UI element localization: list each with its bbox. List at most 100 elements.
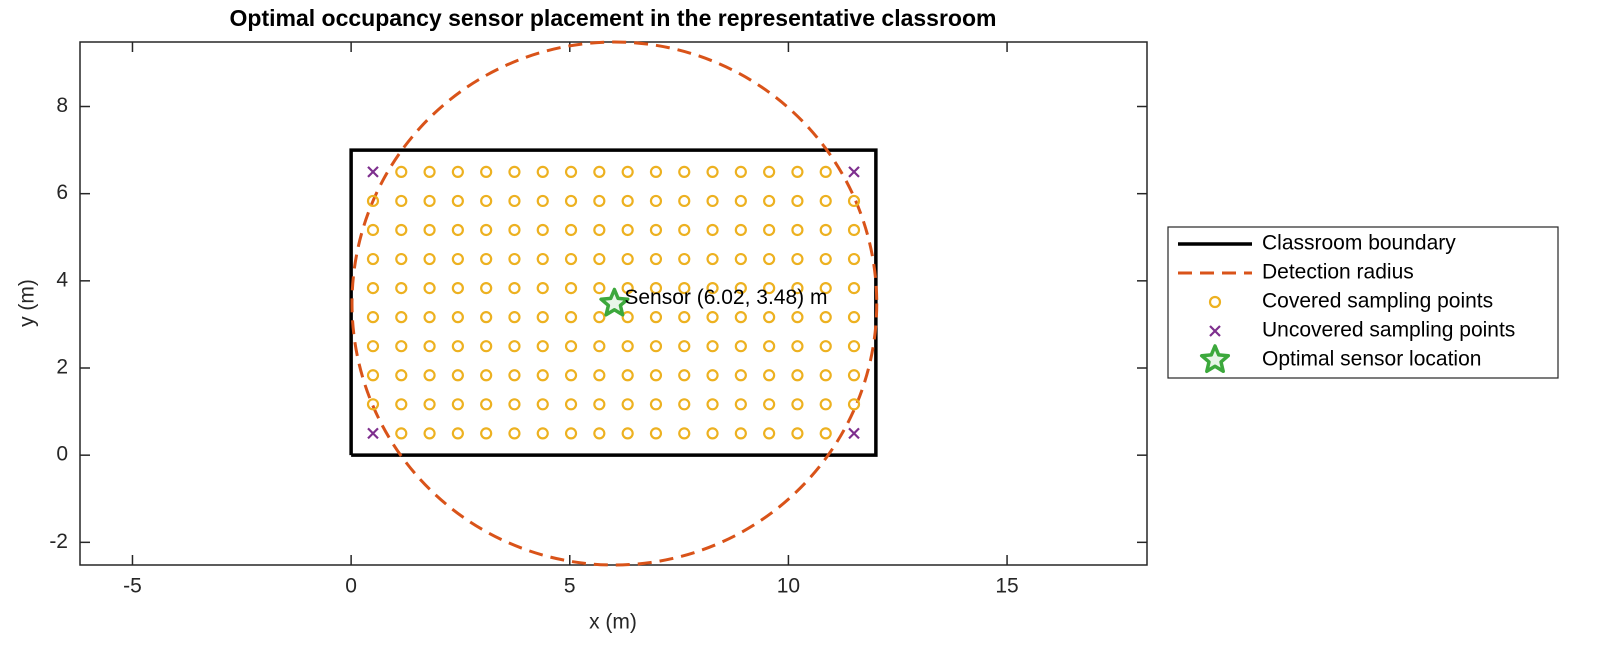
data-point <box>508 427 521 440</box>
legend-label: Detection radius <box>1262 261 1414 284</box>
data-point <box>848 166 860 178</box>
data-point <box>847 223 861 237</box>
data-point <box>599 287 630 317</box>
data-point <box>791 194 804 208</box>
data-point <box>763 398 776 411</box>
data-point <box>621 165 634 178</box>
data-point <box>593 252 606 266</box>
data-point <box>649 252 663 266</box>
data-point <box>480 311 493 324</box>
data-point <box>395 282 408 295</box>
data-point <box>536 311 549 324</box>
data-point <box>395 194 408 208</box>
y-tick-label: 0 <box>56 443 68 466</box>
data-point <box>763 369 776 382</box>
classroom-boundary <box>349 148 878 457</box>
data-point <box>423 223 436 237</box>
data-point <box>734 398 747 411</box>
data-point <box>819 398 832 411</box>
data-point <box>508 194 521 208</box>
data-point <box>678 311 691 324</box>
data-point <box>819 223 832 237</box>
data-point <box>395 223 408 237</box>
data-point <box>678 223 691 237</box>
data-point <box>649 165 663 178</box>
data-point <box>536 369 549 382</box>
data-point <box>734 194 747 208</box>
legend-swatch <box>1208 295 1222 309</box>
data-point <box>366 369 380 382</box>
data-point <box>395 165 408 178</box>
data-point <box>706 311 719 324</box>
data-point <box>423 340 436 353</box>
data-point <box>847 340 861 353</box>
data-point <box>706 223 719 237</box>
data-point <box>791 369 804 382</box>
data-point <box>791 427 804 440</box>
data-point <box>451 427 464 440</box>
data-point <box>847 282 861 295</box>
data-point <box>847 252 861 266</box>
data-point <box>763 282 776 295</box>
data-point <box>451 165 464 178</box>
legend-label: Optimal sensor location <box>1262 348 1481 371</box>
data-point <box>451 340 464 353</box>
legend-box <box>1167 226 1559 379</box>
data-point <box>564 311 578 324</box>
data-point <box>395 369 408 382</box>
annotation: Sensor (6.02, 3.48) m <box>624 286 827 309</box>
y-tick-label: -2 <box>49 530 68 553</box>
data-point <box>791 340 804 353</box>
data-point <box>536 398 549 411</box>
data-point <box>451 282 464 295</box>
data-point <box>564 369 578 382</box>
data-point <box>706 369 719 382</box>
data-point <box>706 398 719 411</box>
data-point <box>763 340 776 353</box>
data-point <box>819 252 832 266</box>
data-point <box>508 369 521 382</box>
data-point <box>564 194 578 208</box>
data-point <box>649 223 663 237</box>
data-point <box>734 252 747 266</box>
data-point <box>451 311 464 324</box>
y-tick-label: 6 <box>56 181 68 204</box>
data-point <box>508 340 521 353</box>
data-point <box>819 369 832 382</box>
data-point <box>451 398 464 411</box>
x-tick-label: 10 <box>777 575 800 598</box>
data-point <box>734 427 747 440</box>
legend-label: Classroom boundary <box>1262 232 1456 255</box>
x-tick-label: 0 <box>345 575 357 598</box>
data-point <box>791 282 804 295</box>
data-point <box>734 311 747 324</box>
data-point <box>791 311 804 324</box>
data-point <box>423 194 436 208</box>
data-point <box>423 282 436 295</box>
data-point <box>847 311 861 324</box>
data-point <box>621 223 634 237</box>
data-point <box>451 223 464 237</box>
data-point <box>678 398 691 411</box>
data-point <box>621 369 634 382</box>
y-tick-label: 2 <box>56 356 68 379</box>
data-point <box>366 398 380 411</box>
data-point <box>564 427 578 440</box>
data-point <box>423 427 436 440</box>
x-tick-label: 5 <box>564 575 576 598</box>
data-point <box>791 252 804 266</box>
data-point <box>791 165 804 178</box>
data-point <box>480 369 493 382</box>
data-point <box>451 252 464 266</box>
data-point <box>848 427 860 440</box>
data-point <box>536 194 549 208</box>
legend-label: Uncovered sampling points <box>1262 319 1515 342</box>
data-point <box>480 194 493 208</box>
data-point <box>366 252 380 266</box>
data-point <box>423 165 436 178</box>
data-point <box>451 369 464 382</box>
y-axis-label: y (m) <box>16 279 39 327</box>
data-point <box>564 252 578 266</box>
